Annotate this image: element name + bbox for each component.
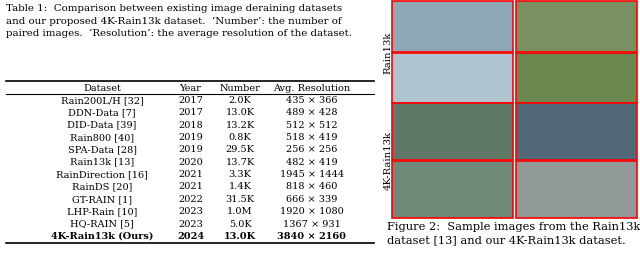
- Text: Year: Year: [179, 83, 202, 92]
- Text: SPA-Data [28]: SPA-Data [28]: [68, 145, 136, 154]
- Text: Dataset: Dataset: [83, 83, 121, 92]
- Text: 2.0K: 2.0K: [228, 96, 252, 105]
- Text: 482 × 419: 482 × 419: [286, 158, 338, 167]
- Text: HQ-RAIN [5]: HQ-RAIN [5]: [70, 220, 134, 229]
- Text: Avg. Resolution: Avg. Resolution: [273, 83, 351, 92]
- Text: LHP-Rain [10]: LHP-Rain [10]: [67, 207, 137, 216]
- Text: RainDirection [16]: RainDirection [16]: [56, 170, 148, 179]
- Text: 0.8K: 0.8K: [228, 133, 252, 142]
- Text: 2018: 2018: [178, 121, 203, 130]
- Text: 2021: 2021: [178, 182, 203, 191]
- Text: 1.4K: 1.4K: [228, 182, 252, 191]
- Text: 5.0K: 5.0K: [228, 220, 252, 229]
- Text: GT-RAIN [1]: GT-RAIN [1]: [72, 195, 132, 204]
- Text: Number: Number: [220, 83, 260, 92]
- Text: DID-Data [39]: DID-Data [39]: [67, 121, 137, 130]
- Text: 1367 × 931: 1367 × 931: [283, 220, 340, 229]
- Text: Rain200L/H [32]: Rain200L/H [32]: [61, 96, 143, 105]
- Text: 13.7K: 13.7K: [225, 158, 255, 167]
- Text: 2019: 2019: [178, 133, 203, 142]
- Text: 256 × 256: 256 × 256: [286, 145, 337, 154]
- Text: 1920 × 1080: 1920 × 1080: [280, 207, 344, 216]
- Text: 2024: 2024: [177, 232, 204, 241]
- Text: Figure 2:  Sample images from the Rain13k
dataset [13] and our 4K-Rain13k datase: Figure 2: Sample images from the Rain13k…: [387, 222, 640, 246]
- Text: 2022: 2022: [178, 195, 203, 204]
- Text: 13.2K: 13.2K: [225, 121, 255, 130]
- Text: 2023: 2023: [178, 207, 203, 216]
- Text: 435 × 366: 435 × 366: [286, 96, 337, 105]
- Text: 29.5K: 29.5K: [225, 145, 255, 154]
- Text: Rain13k: Rain13k: [383, 31, 392, 74]
- Text: 2023: 2023: [178, 220, 203, 229]
- Text: 2020: 2020: [178, 158, 203, 167]
- Text: 489 × 428: 489 × 428: [286, 108, 337, 117]
- Text: Rain800 [40]: Rain800 [40]: [70, 133, 134, 142]
- Text: 2021: 2021: [178, 170, 203, 179]
- Text: 1.0M: 1.0M: [227, 207, 253, 216]
- Text: 1945 × 1444: 1945 × 1444: [280, 170, 344, 179]
- Text: 2019: 2019: [178, 145, 203, 154]
- Text: 3.3K: 3.3K: [228, 170, 252, 179]
- Text: 512 × 512: 512 × 512: [286, 121, 338, 130]
- Text: 818 × 460: 818 × 460: [286, 182, 337, 191]
- Text: 13.0K: 13.0K: [225, 108, 255, 117]
- Text: RainDS [20]: RainDS [20]: [72, 182, 132, 191]
- Text: Rain13k [13]: Rain13k [13]: [70, 158, 134, 167]
- Text: 4K-Rain13k (Ours): 4K-Rain13k (Ours): [51, 232, 153, 241]
- Text: 666 × 339: 666 × 339: [286, 195, 337, 204]
- Text: DDN-Data [7]: DDN-Data [7]: [68, 108, 136, 117]
- Text: 2017: 2017: [178, 108, 203, 117]
- Text: 3840 × 2160: 3840 × 2160: [277, 232, 346, 241]
- Text: Table 1:  Comparison between existing image deraining datasets
and our proposed : Table 1: Comparison between existing ima…: [6, 4, 353, 38]
- Text: 4K-Rain13k: 4K-Rain13k: [383, 131, 392, 190]
- Text: 2017: 2017: [178, 96, 203, 105]
- Text: 13.0K: 13.0K: [224, 232, 256, 241]
- Text: 31.5K: 31.5K: [225, 195, 255, 204]
- Text: 518 × 419: 518 × 419: [286, 133, 337, 142]
